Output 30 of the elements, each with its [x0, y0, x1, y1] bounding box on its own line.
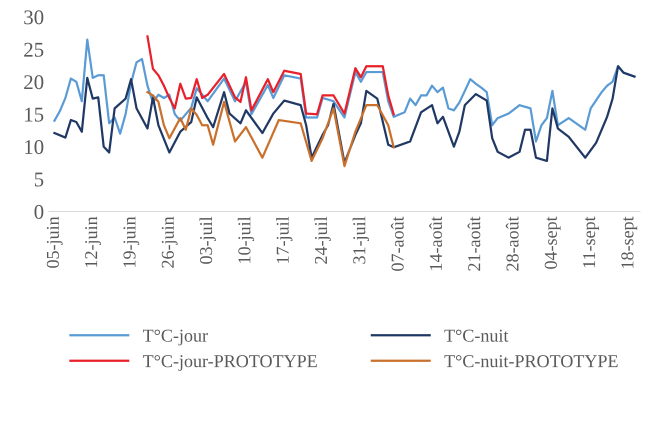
x-tick-label: 14-août	[429, 216, 442, 270]
x-tick-label: 21-août	[468, 216, 480, 271]
line-series	[146, 35, 395, 116]
x-tick-label: 05-juin	[46, 216, 63, 268]
legend-label: T°C-nuit	[444, 330, 508, 342]
y-tick-label: 25	[24, 42, 44, 57]
x-tick-label: 24-juil	[314, 216, 331, 264]
legend-label: T°C-jour-PROTOTYPE	[142, 355, 317, 371]
y-tick-label: 0	[34, 204, 44, 219]
x-tick-label: 28-août	[506, 216, 519, 271]
x-tick-label: 31-juil	[352, 216, 370, 264]
legend-label: T°C-nuit-PROTOTYPE	[444, 355, 618, 368]
x-tick-label: 07-août	[390, 216, 404, 271]
line-series	[53, 65, 636, 164]
y-tick-label: 30	[24, 10, 44, 24]
x-tick-label: 12-juin	[85, 216, 101, 267]
y-tick-label: 15	[25, 108, 44, 122]
x-tick-label: 26-juin	[162, 216, 178, 268]
y-tick-label: 20	[24, 75, 44, 90]
x-tick-label: 18-sept	[621, 216, 638, 268]
y-tick-label: 10	[25, 140, 44, 154]
line-series	[146, 91, 395, 168]
x-tick-label: 19-juin	[123, 216, 140, 267]
x-tick-label: 10-juil	[238, 216, 254, 263]
legend-label: T°C-jour	[142, 330, 208, 346]
x-tick-label: 04-sept	[544, 216, 561, 269]
y-tick-label: 5	[34, 172, 44, 187]
x-tick-label: 03-juil	[199, 216, 216, 264]
x-tick-label: 11-sept	[583, 216, 599, 268]
x-tick-label: 17-juil	[276, 216, 292, 263]
